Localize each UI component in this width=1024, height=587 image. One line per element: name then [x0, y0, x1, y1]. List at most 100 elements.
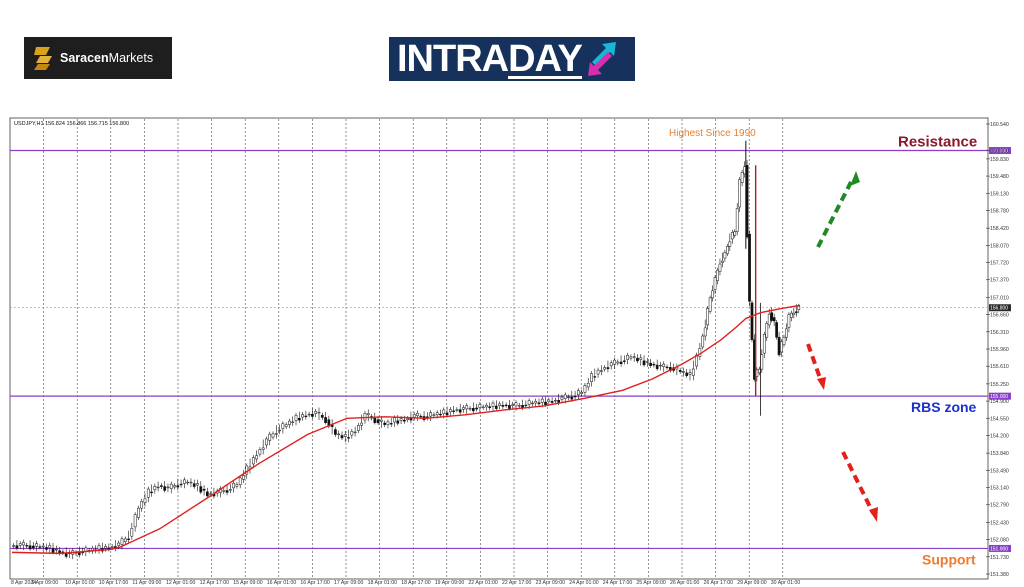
candle-body	[442, 409, 446, 414]
candle-body	[609, 362, 613, 367]
candle-body	[723, 251, 727, 259]
candle-body	[120, 538, 124, 545]
saracen-brand-light: Markets	[108, 51, 154, 65]
candle-body	[557, 400, 561, 403]
candle-body	[501, 405, 505, 407]
candle-body	[632, 356, 636, 358]
candle-body	[721, 260, 724, 263]
candle-body	[782, 336, 786, 345]
saracen-markets-logo: SaracenMarkets	[24, 37, 172, 79]
candle-body	[399, 418, 403, 421]
candle-body	[629, 356, 633, 359]
candle-body	[278, 429, 281, 432]
candle-body	[242, 475, 245, 480]
candle-body	[304, 415, 308, 418]
candle-body	[373, 417, 377, 423]
candle-body	[494, 405, 498, 409]
candle-body	[380, 419, 383, 422]
bearish-short-arrowhead	[817, 377, 826, 390]
candle-body	[691, 368, 695, 376]
candle-body	[439, 413, 442, 416]
candle-body	[31, 545, 35, 549]
candle-body	[554, 400, 557, 402]
candle-body	[15, 545, 19, 549]
candle-body	[716, 269, 719, 281]
candle-body	[396, 420, 400, 424]
horizontal-levels: 160.000 155.000 151.900 156.800	[10, 147, 1011, 552]
x-tick-label: 24 Apr 17:00	[603, 580, 633, 586]
candle-body	[41, 545, 45, 548]
symbol-header: USDJPY,H1 156.824 156.866 156.715 156.80…	[14, 121, 129, 127]
x-tick-label: 12 Apr 01:00	[166, 580, 196, 586]
intraday-logo-intra: INTRA	[397, 37, 509, 80]
candle-body	[462, 407, 465, 410]
annotation-label: Highest Since 1990	[669, 128, 756, 139]
candle-body	[320, 414, 324, 418]
candle-body	[708, 297, 712, 312]
level-price-box	[989, 544, 1011, 552]
candle-body	[567, 396, 570, 399]
bearish-long-arrowhead	[869, 507, 878, 522]
y-tick-label: 154.550	[990, 416, 1009, 422]
candle-body	[360, 422, 364, 426]
candle-body	[307, 413, 311, 416]
candle-body	[703, 327, 707, 337]
candle-body	[294, 415, 298, 421]
candle-body	[235, 484, 239, 487]
candle-body	[199, 486, 203, 493]
current-price-label: 156.800	[990, 306, 1008, 312]
candle-body	[485, 404, 488, 408]
candle-body	[209, 493, 212, 495]
candle-body	[261, 447, 265, 450]
candle-body	[314, 411, 318, 414]
candle-body	[682, 371, 685, 373]
x-tick-label: 30 Apr 01:00	[771, 580, 801, 586]
x-tick-label: 22 Apr 17:00	[502, 580, 532, 586]
candles	[12, 140, 801, 560]
candle-body	[458, 409, 462, 413]
x-tick-label: 16 Apr 17:00	[300, 580, 330, 586]
candle-body	[563, 394, 567, 399]
candle-body	[514, 402, 518, 407]
moving-average	[11, 304, 801, 555]
candle-body	[718, 263, 722, 272]
candle-body	[613, 359, 616, 365]
y-tick-label: 157.010	[990, 295, 1009, 301]
y-tick-label: 153.490	[990, 468, 1009, 474]
candle-body	[222, 490, 226, 492]
candle-body	[77, 552, 81, 556]
candle-body	[393, 417, 396, 423]
candle-body	[600, 370, 603, 372]
candle-body	[481, 406, 485, 409]
candle-body	[662, 363, 666, 367]
candle-body	[478, 404, 482, 408]
candle-body	[577, 390, 580, 396]
level-price-label: 155.000	[990, 394, 1008, 400]
candle-body	[268, 433, 272, 441]
candle-body	[169, 483, 173, 489]
y-tick-label: 151.730	[990, 555, 1009, 561]
candle-body	[324, 417, 327, 423]
candle-body	[738, 179, 742, 208]
candle-body	[649, 362, 652, 366]
saracen-logo-icon	[34, 47, 52, 70]
candle-body	[35, 543, 38, 547]
y-tick-label: 159.130	[990, 191, 1009, 197]
candle-body	[202, 488, 206, 491]
candle-body	[606, 367, 610, 370]
candle-body	[284, 424, 288, 427]
candle-body	[797, 306, 801, 310]
candle-body	[760, 354, 764, 370]
candle-body	[593, 376, 597, 378]
level-name-label: RBS zone	[911, 399, 977, 415]
candle-body	[511, 404, 515, 406]
x-tick-label: 24 Apr 01:00	[569, 580, 599, 586]
candle-body	[790, 312, 793, 318]
candle-body	[160, 485, 163, 487]
candle-body	[225, 490, 229, 493]
candle-body	[45, 547, 48, 550]
candle-body	[445, 412, 449, 416]
candle-body	[163, 486, 167, 491]
candle-body	[726, 246, 729, 254]
candle-body	[590, 373, 593, 383]
